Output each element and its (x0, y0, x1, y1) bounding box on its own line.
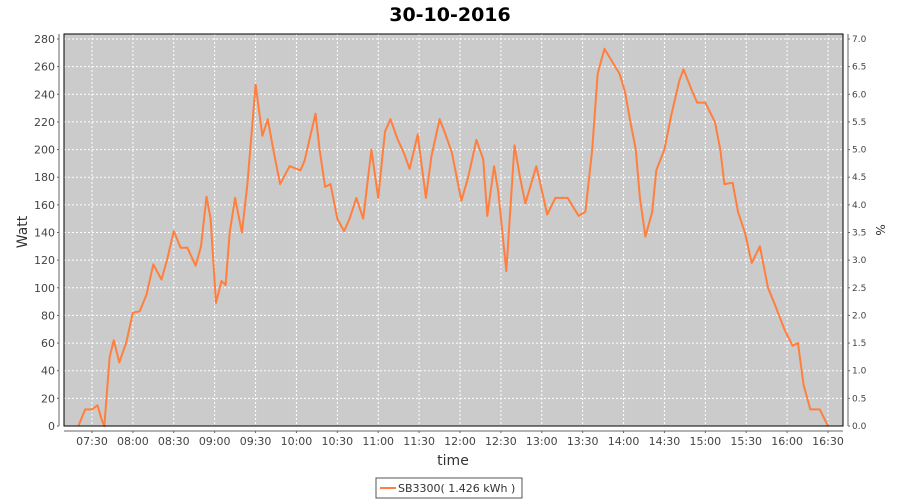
plot-border (63, 33, 844, 427)
x-tick-label: 10:00 (281, 435, 313, 448)
x-tick-label: 13:00 (526, 435, 558, 448)
axes: 0 20 40 60 80 100 120 140 160 180 200 220 240 260 280 0… (34, 33, 867, 448)
x-tick-label: 12:30 (485, 435, 517, 448)
y-tick-label: 220 (34, 116, 55, 129)
x-tick-label: 12:00 (444, 435, 476, 448)
y2-tick-label: 6.5 (852, 63, 866, 73)
y-tick-label: 80 (41, 309, 55, 322)
y2-tick-label: 1.5 (852, 339, 866, 349)
x-tick-label: 16:00 (771, 435, 803, 448)
y-tick-label: 100 (34, 282, 55, 295)
y-tick-label: 240 (34, 88, 55, 101)
x-tick-label: 16:30 (812, 435, 844, 448)
y2-tick-label: 3.5 (852, 229, 866, 239)
y2-axis-label: % (873, 224, 887, 235)
series-layer (77, 47, 829, 427)
y2-tick-label: 7.0 (852, 35, 867, 45)
legend-label: SB3300( 1.426 kWh ) (398, 482, 515, 495)
x-tick-label: 08:30 (158, 435, 190, 448)
legend: SB3300( 1.426 kWh ) (375, 477, 523, 499)
y2-tick-label: 0.5 (852, 394, 866, 404)
y-tick-label: 120 (34, 254, 55, 267)
y-tick-label: 0 (48, 420, 55, 433)
y-tick-label: 180 (34, 171, 55, 184)
y-tick-label: 20 (41, 392, 55, 405)
legend-box (375, 477, 523, 499)
series-line (77, 47, 829, 427)
y2-tick-label: 5.5 (852, 118, 866, 128)
x-tick-label: 14:30 (649, 435, 681, 448)
x-tick-label: 07:30 (76, 435, 108, 448)
y-tick-label: 40 (41, 365, 55, 378)
plot-area (63, 33, 844, 427)
y-tick-label: 200 (34, 144, 55, 157)
x-tick-label: 08:00 (117, 435, 149, 448)
y-tick-label: 160 (34, 199, 55, 212)
y-tick-label: 140 (34, 227, 55, 240)
x-tick-label: 09:00 (199, 435, 231, 448)
x-tick-label: 14:00 (608, 435, 640, 448)
y2-tick-label: 4.5 (852, 173, 866, 183)
x-tick-label: 15:00 (689, 435, 721, 448)
y-tick-label: 60 (41, 337, 55, 350)
y-axis-label: Watt (15, 215, 31, 248)
x-tick-label: 11:00 (362, 435, 394, 448)
grid (64, 34, 843, 427)
x-axis-label: time (437, 453, 469, 469)
y2-tick-label: 2.0 (852, 311, 867, 321)
x-tick-label: 09:30 (240, 435, 272, 448)
y2-tick-label: 5.0 (852, 146, 867, 156)
x-tick-label: 13:30 (567, 435, 599, 448)
y-tick-label: 280 (34, 33, 55, 46)
y2-tick-label: 4.0 (852, 201, 867, 211)
y2-tick-label: 6.0 (852, 90, 867, 100)
x-tick-label: 15:30 (730, 435, 762, 448)
x-tick-label: 11:30 (403, 435, 435, 448)
x-tick-label: 10:30 (321, 435, 353, 448)
y-tick-label: 260 (34, 61, 55, 74)
y2-tick-label: 2.5 (852, 284, 866, 294)
y2-tick-label: 0.0 (852, 422, 867, 432)
chart-title: 30-10-2016 (389, 4, 511, 26)
y2-tick-label: 1.0 (852, 367, 867, 377)
y2-tick-label: 3.0 (852, 256, 867, 266)
